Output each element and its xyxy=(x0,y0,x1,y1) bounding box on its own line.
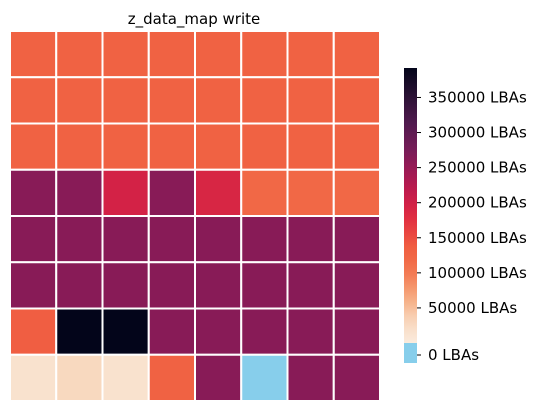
heatmap-cell xyxy=(55,215,104,264)
heatmap-cell xyxy=(55,261,104,310)
heatmap-cell xyxy=(240,215,289,264)
heatmap-cell xyxy=(194,168,243,217)
heatmap-cell xyxy=(9,122,58,171)
heatmap-cell xyxy=(240,307,289,356)
colorbar-tick-label: 0 LBAs xyxy=(428,346,479,364)
heatmap-cell xyxy=(332,76,381,125)
heatmap-cell xyxy=(147,168,196,217)
colorbar-tick-label: 250000 LBAs xyxy=(428,159,527,177)
heatmap-cell xyxy=(286,30,335,79)
heatmap-cell xyxy=(332,353,381,402)
heatmap-cell xyxy=(240,122,289,171)
colorbar: 0 LBAs 50000 LBAs 100000 LBAs 150000 LBAs 20… xyxy=(404,68,527,364)
heatmap-cell xyxy=(9,30,58,79)
heatmap-cell xyxy=(101,76,150,125)
heatmap-cell xyxy=(194,76,243,125)
heatmap-cell xyxy=(9,215,58,264)
heatmap-cell xyxy=(55,168,104,217)
heatmap-cell xyxy=(194,261,243,310)
heatmap-cell xyxy=(101,215,150,264)
heatmap-grid xyxy=(9,30,381,402)
colorbar-tick-label: 300000 LBAs xyxy=(428,124,527,142)
heatmap-cell xyxy=(101,168,150,217)
heatmap-cell xyxy=(147,307,196,356)
heatmap-cell xyxy=(194,353,243,402)
heatmap-cell xyxy=(101,307,150,356)
heatmap-cell xyxy=(9,76,58,125)
heatmap-cell xyxy=(286,122,335,171)
heatmap-cell xyxy=(286,307,335,356)
heatmap-cell xyxy=(332,122,381,171)
colorbar-tick-label: 200000 LBAs xyxy=(428,194,527,212)
heatmap-cell xyxy=(9,261,58,310)
heatmap-cell xyxy=(147,215,196,264)
heatmap-cell xyxy=(101,353,150,402)
heatmap-cell xyxy=(55,307,104,356)
heatmap-cell xyxy=(194,30,243,79)
heatmap-cell xyxy=(240,76,289,125)
heatmap-cell xyxy=(9,168,58,217)
heatmap-cell xyxy=(240,30,289,79)
colorbar-tick-label: 50000 LBAs xyxy=(428,299,517,317)
heatmap-cell xyxy=(101,261,150,310)
heatmap-cell xyxy=(332,307,381,356)
heatmap-cell xyxy=(332,168,381,217)
heatmap-cell xyxy=(147,76,196,125)
heatmap-cell xyxy=(286,215,335,264)
heatmap-cell xyxy=(101,122,150,171)
colorbar-zero-segment xyxy=(404,343,417,363)
heatmap-cell xyxy=(9,307,58,356)
heatmap-cell xyxy=(286,261,335,310)
heatmap-cell xyxy=(240,353,289,402)
heatmap-cell xyxy=(332,30,381,79)
heatmap-cell xyxy=(147,122,196,171)
heatmap-cell xyxy=(55,30,104,79)
heatmap-cell xyxy=(147,30,196,79)
colorbar-gradient xyxy=(404,68,417,343)
heatmap-cell xyxy=(332,215,381,264)
chart-title: z_data_map write xyxy=(128,10,260,29)
colorbar-tick-label: 150000 LBAs xyxy=(428,229,527,247)
heatmap-cell xyxy=(9,353,58,402)
heatmap-cell xyxy=(194,307,243,356)
heatmap-cell xyxy=(332,261,381,310)
heatmap-cell xyxy=(55,353,104,402)
heatmap-cell xyxy=(194,122,243,171)
heatmap-cell xyxy=(286,353,335,402)
colorbar-tick-label: 350000 LBAs xyxy=(428,88,527,106)
heatmap-cell xyxy=(147,261,196,310)
heatmap-cell xyxy=(101,30,150,79)
colorbar-tick-label: 100000 LBAs xyxy=(428,264,527,282)
heatmap-cell xyxy=(55,122,104,171)
heatmap-cell xyxy=(55,76,104,125)
heatmap-cell xyxy=(286,76,335,125)
heatmap-cell xyxy=(286,168,335,217)
heatmap-cell xyxy=(194,215,243,264)
heatmap-cell xyxy=(147,353,196,402)
heatmap-cell xyxy=(240,261,289,310)
heatmap-cell xyxy=(240,168,289,217)
